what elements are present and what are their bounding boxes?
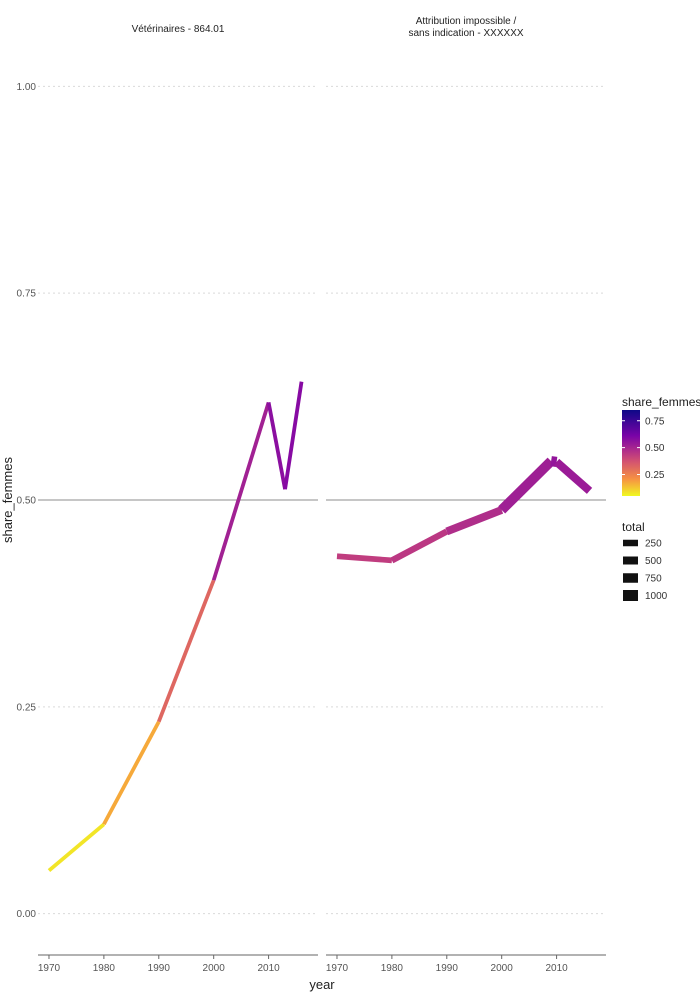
panel-title-1: Attribution impossible / xyxy=(416,16,517,27)
size-legend-key xyxy=(623,590,638,601)
series-segment-panel-1 xyxy=(498,457,555,514)
series-segment-panel-1 xyxy=(445,506,504,536)
series-segment-panel-0 xyxy=(102,720,161,826)
size-legend-label: 250 xyxy=(645,539,662,550)
size-legend-key xyxy=(623,539,638,547)
color-legend-label: 0.75 xyxy=(645,416,665,427)
x-axis-title: year xyxy=(309,977,335,992)
series-segment-panel-1 xyxy=(550,456,558,467)
series-segment-panel-0 xyxy=(157,579,216,723)
size-legend-label: 1000 xyxy=(645,591,668,602)
color-legend-label: 0.50 xyxy=(645,443,665,454)
x-tick-label: 1990 xyxy=(148,963,171,974)
series-segment-panel-0 xyxy=(211,401,271,581)
panel-title-1: sans indication - XXXXXX xyxy=(408,28,523,39)
y-axis-title: share_femmes xyxy=(0,457,15,543)
y-tick-label: 0.00 xyxy=(17,909,37,920)
size-legend-key xyxy=(623,556,638,565)
series-segment-panel-1 xyxy=(336,553,393,564)
y-tick-label: 1.00 xyxy=(17,82,37,93)
x-tick-label: 2000 xyxy=(491,963,514,974)
series-segment-panel-0 xyxy=(266,402,287,490)
color-legend-bar xyxy=(622,410,640,496)
series-segment-panel-0 xyxy=(283,381,304,490)
series-segment-panel-1 xyxy=(390,528,449,564)
y-tick-label: 0.25 xyxy=(17,702,37,713)
size-legend-label: 750 xyxy=(645,574,662,585)
size-legend-key xyxy=(623,573,638,583)
series-segment-panel-0 xyxy=(47,822,106,873)
x-tick-label: 1990 xyxy=(436,963,459,974)
x-tick-label: 1970 xyxy=(38,963,61,974)
x-tick-label: 1970 xyxy=(326,963,349,974)
x-tick-label: 1980 xyxy=(93,963,116,974)
x-tick-label: 2000 xyxy=(203,963,226,974)
size-legend-title: total xyxy=(622,520,645,534)
x-tick-label: 1980 xyxy=(381,963,404,974)
color-legend-label: 0.25 xyxy=(645,470,665,481)
x-tick-label: 2010 xyxy=(257,963,280,974)
y-tick-label: 0.75 xyxy=(17,289,37,300)
y-tick-label: 0.50 xyxy=(17,496,37,507)
x-tick-label: 2010 xyxy=(545,963,568,974)
size-legend-label: 500 xyxy=(645,556,662,567)
panel-title-0: Vétérinaires - 864.01 xyxy=(132,24,225,35)
color-legend-title: share_femmes xyxy=(622,395,700,409)
series-segment-panel-1 xyxy=(553,458,593,494)
